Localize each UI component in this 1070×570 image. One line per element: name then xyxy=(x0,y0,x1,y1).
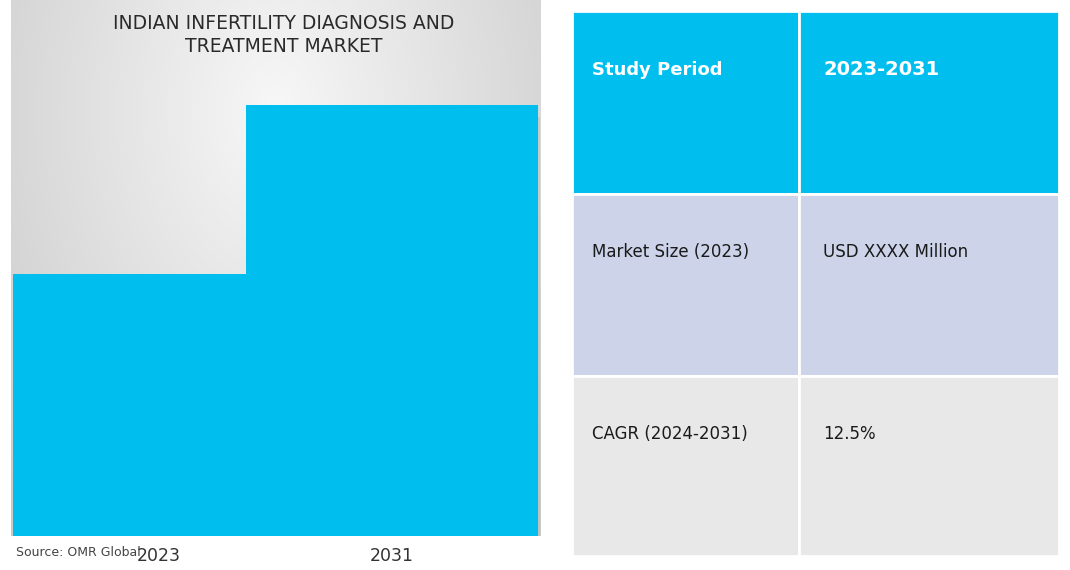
Text: USD XXXX Million: USD XXXX Million xyxy=(823,243,968,261)
Text: 12.5%: 12.5% xyxy=(823,425,876,442)
Text: CAGR (2024-2031): CAGR (2024-2031) xyxy=(592,425,748,442)
Text: Study Period: Study Period xyxy=(592,61,722,79)
FancyBboxPatch shape xyxy=(799,11,1059,194)
Text: Market Size (2023): Market Size (2023) xyxy=(592,243,749,261)
FancyBboxPatch shape xyxy=(572,11,799,194)
FancyBboxPatch shape xyxy=(13,274,305,536)
Text: INDIAN INFERTILITY DIAGNOSIS AND: INDIAN INFERTILITY DIAGNOSIS AND xyxy=(112,14,455,33)
FancyBboxPatch shape xyxy=(255,117,546,536)
Text: 2023-2031: 2023-2031 xyxy=(823,60,939,79)
FancyBboxPatch shape xyxy=(21,282,312,536)
Text: Source: OMR Global: Source: OMR Global xyxy=(16,545,141,559)
FancyBboxPatch shape xyxy=(572,194,799,376)
FancyBboxPatch shape xyxy=(799,194,1059,376)
FancyBboxPatch shape xyxy=(799,376,1059,556)
FancyBboxPatch shape xyxy=(572,376,799,556)
FancyBboxPatch shape xyxy=(246,104,538,536)
Text: TREATMENT MARKET: TREATMENT MARKET xyxy=(185,37,382,56)
